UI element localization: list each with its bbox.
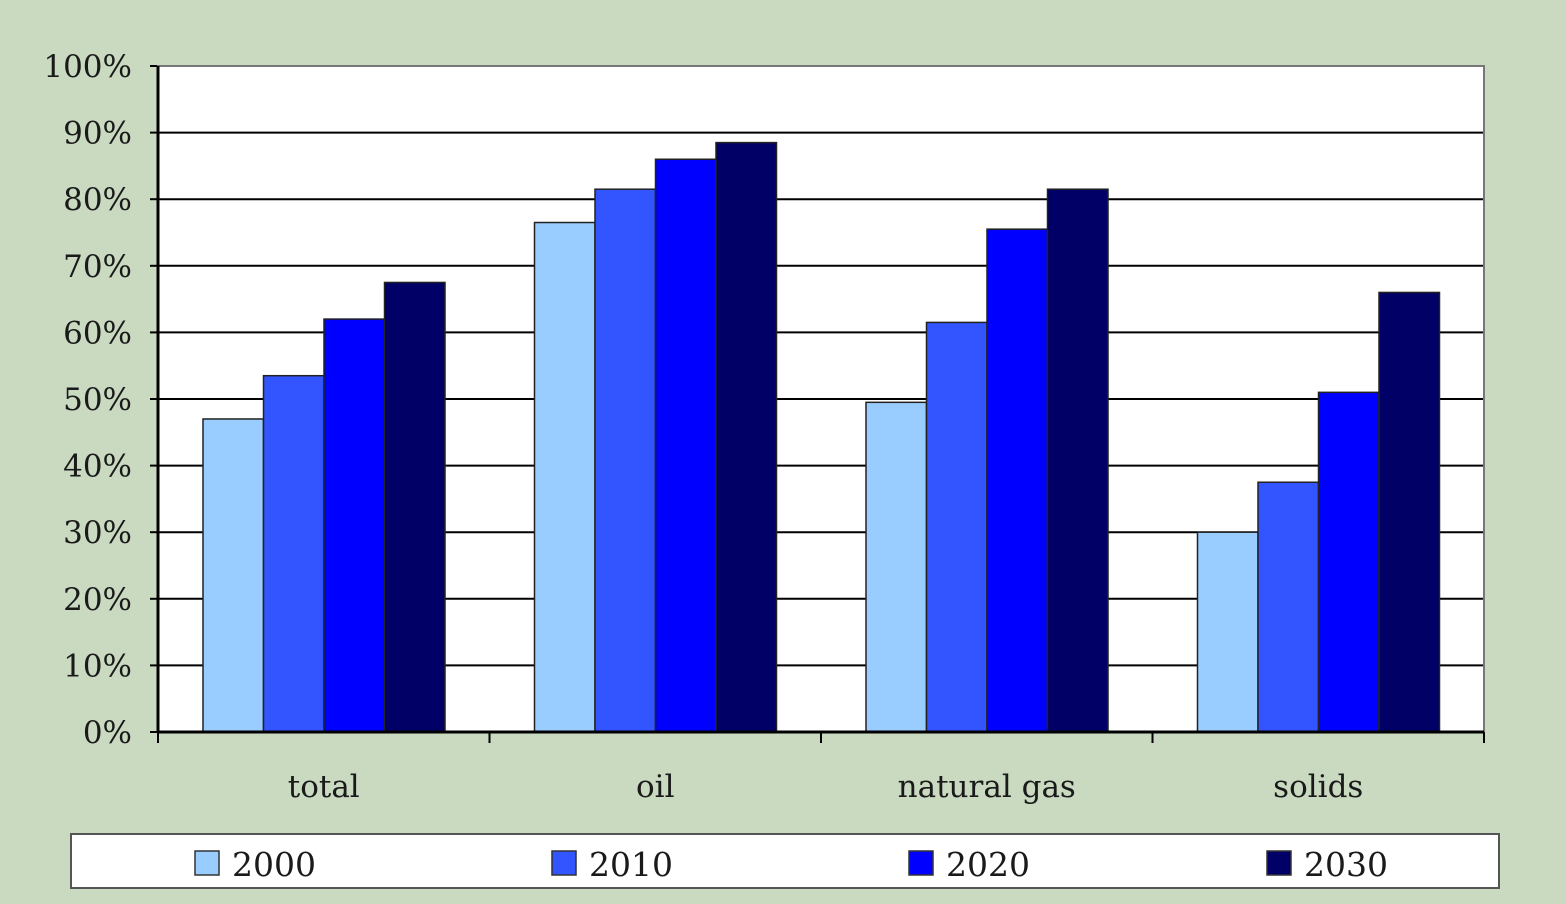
x-category-label: oil: [636, 769, 675, 805]
legend-swatch-2030: [1266, 850, 1292, 876]
bar-2020-solids: [1317, 391, 1380, 733]
bar-2020-total: [323, 318, 386, 733]
bar-2010-natural-gas: [925, 321, 988, 733]
y-tick-label: 10%: [63, 648, 132, 684]
bar-2030-solids: [1378, 291, 1441, 733]
y-tick-label: 60%: [63, 315, 132, 351]
y-tick-label: 40%: [63, 449, 132, 485]
legend-swatch-2010: [551, 850, 577, 876]
legend-swatch-2020: [908, 850, 934, 876]
bar-2000-solids: [1196, 531, 1259, 733]
legend-swatch-2000: [194, 850, 220, 876]
legend-box: [70, 833, 1500, 889]
bar-2030-total: [383, 281, 446, 733]
legend: 2000 2010 2020 2030: [70, 833, 1500, 889]
bars: [202, 141, 1441, 733]
bar-2000-oil: [533, 221, 596, 733]
y-tick-label: 90%: [63, 116, 132, 152]
y-tick-label: 50%: [63, 382, 132, 418]
bar-2020-natural-gas: [986, 228, 1049, 733]
bar-2030-natural-gas: [1046, 188, 1109, 733]
legend-label-2020: 2020: [946, 845, 1030, 884]
x-category-label: solids: [1273, 769, 1363, 805]
bar-2010-solids: [1257, 481, 1320, 733]
legend-label-2000: 2000: [232, 845, 316, 884]
y-tick-label: 70%: [63, 249, 132, 285]
x-category-label: natural gas: [898, 769, 1076, 805]
axes: [150, 65, 1485, 743]
y-tick-label: 100%: [43, 49, 132, 85]
y-tick-label: 80%: [63, 182, 132, 218]
bar-2010-total: [262, 374, 325, 733]
y-tick-label: 0%: [83, 715, 132, 751]
bar-2030-oil: [715, 141, 778, 733]
legend-label-2010: 2010: [589, 845, 673, 884]
y-tick-label: 20%: [63, 582, 132, 618]
x-category-labels: total oil natural gas solids: [288, 769, 1364, 805]
bar-2010-oil: [594, 188, 657, 733]
bar-2000-natural-gas: [865, 401, 928, 733]
y-tick-label: 30%: [63, 515, 132, 551]
legend-label-2030: 2030: [1304, 845, 1388, 884]
y-tick-labels: 0% 10% 20% 30% 40% 50% 60% 70% 80% 90% 100%: [43, 49, 132, 751]
bar-2020-oil: [654, 158, 717, 733]
bar-2000-total: [202, 418, 265, 733]
x-category-label: total: [288, 769, 360, 805]
